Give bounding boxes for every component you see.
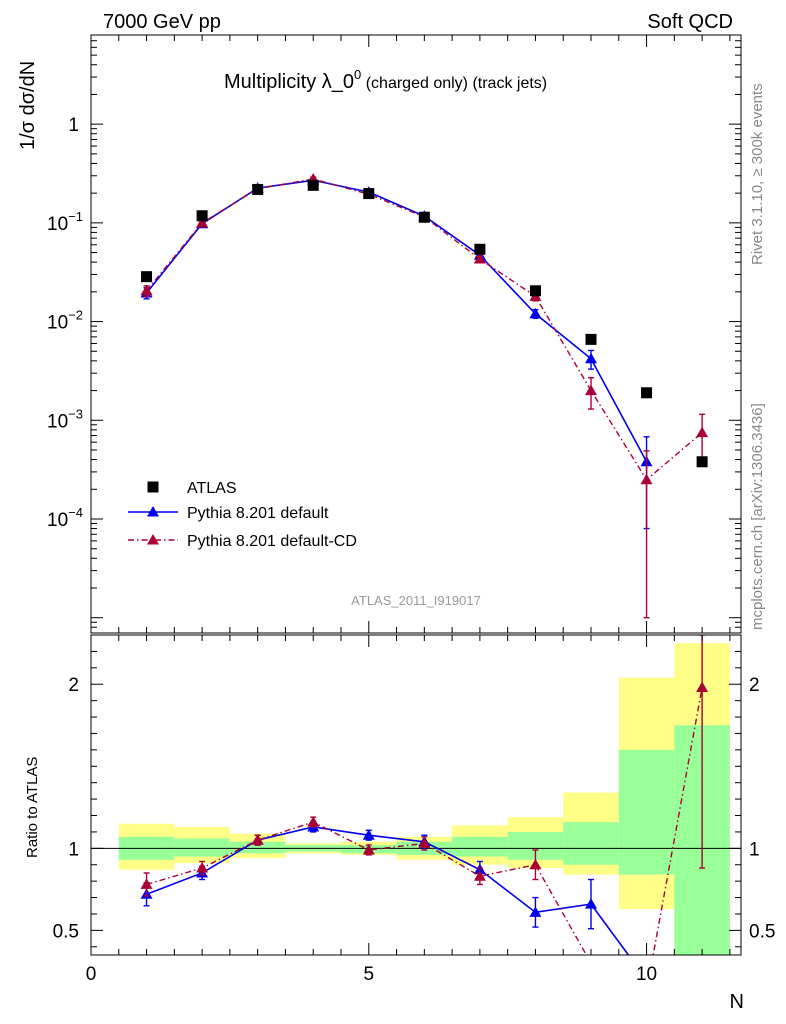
ratio-point-default	[529, 906, 542, 917]
band-inner	[174, 838, 230, 857]
series-default-cd-line	[146, 178, 703, 481]
header-right: Soft QCD	[647, 11, 733, 33]
band-inner	[452, 836, 508, 857]
ratio-point-default	[585, 898, 597, 909]
legend-marker-default	[147, 506, 159, 517]
ratio-panel: 0.5 0.5 1 1 2 2 0 5 10 Ratio to ATLAS N	[24, 634, 775, 1013]
legend-marker-atlas	[147, 481, 159, 493]
legend: ATLAS Pythia 8.201 default Pythia 8.201 de…	[128, 480, 357, 550]
ratio-point-default-cd	[307, 816, 320, 827]
ratio-ytick-label-right: 0.5	[749, 921, 775, 942]
main-ytick-label: 10−4	[47, 505, 83, 531]
series-default-line	[145, 179, 648, 463]
legend-label: Pythia 8.201 default	[187, 505, 329, 522]
ratio-default-cd-line	[146, 687, 703, 955]
main-title-extra: (charged only) (track jets)	[361, 75, 547, 92]
point-atlas	[418, 211, 430, 223]
point-atlas	[363, 188, 375, 200]
ratio-ytick-label: 1	[68, 839, 79, 860]
point-default-cd	[473, 253, 486, 264]
side-text-bottom: mcplots.cern.ch [arXiv:1306.3436]	[749, 403, 766, 630]
main-ylabel: 1/σ dσ/dN	[17, 61, 39, 150]
ratio-xtick-label: 5	[363, 964, 374, 985]
point-default	[529, 307, 542, 319]
ratio-ytick-label: 2	[68, 675, 79, 696]
side-text-top: Rivet 3.1.10, ≥ 300k events	[749, 83, 766, 265]
ratio-xtick-label: 0	[86, 964, 97, 985]
point-atlas	[252, 183, 264, 195]
legend-marker-default-cd	[147, 534, 159, 545]
point-default-cd	[196, 216, 209, 228]
point-default	[585, 352, 597, 364]
point-atlas	[529, 285, 541, 297]
point-default-cd	[696, 426, 709, 438]
ratio-point-default	[362, 829, 375, 840]
point-atlas	[585, 333, 597, 345]
band-inner	[618, 749, 675, 875]
point-atlas	[307, 179, 319, 191]
band-inner	[563, 822, 619, 865]
point-default-cd	[640, 473, 653, 485]
ratio-point-default-cd	[196, 862, 209, 873]
ratio-point-default-cd	[362, 843, 375, 855]
main-ytick-label: 1	[68, 115, 79, 136]
main-ytick-label: 10−3	[47, 406, 83, 432]
point-atlas	[474, 243, 486, 255]
legend-label: ATLAS	[187, 480, 237, 497]
ratio-ytick-label-right: 2	[749, 675, 760, 696]
band-inner	[229, 841, 286, 854]
main-panel: 1 10−1 10−2 10−3 10−4 Multiplicity λ_00 (cha…	[17, 34, 742, 634]
ratio-point-default-cd	[251, 834, 264, 845]
ratio-ytick-label: 0.5	[53, 921, 79, 942]
ratio-point-default-cd	[529, 858, 542, 870]
point-default-cd	[585, 384, 597, 396]
header-left: 7000 GeV pp	[103, 11, 221, 33]
ratio-point-default-cd	[140, 878, 153, 889]
main-title: Multiplicity λ_00 (charged only) (track …	[224, 67, 547, 93]
watermark: ATLAS_2011_I919017	[351, 593, 481, 608]
point-atlas	[696, 456, 708, 468]
point-atlas	[196, 210, 208, 222]
ratio-point-default-cd	[418, 837, 431, 848]
point-default-cd	[140, 284, 153, 296]
ratio-ylabel: Ratio to ATLAS	[24, 757, 41, 858]
main-ytick-label: 10−1	[47, 209, 83, 235]
ratio-xlabel: N	[730, 991, 744, 1013]
main-title-sup: 0	[354, 67, 361, 82]
main-title-text: Multiplicity λ_0	[224, 71, 354, 93]
ratio-ytick-label-right: 1	[749, 839, 760, 860]
main-frame	[90, 34, 742, 634]
legend-label: Pythia 8.201 default-CD	[187, 533, 357, 550]
main-ytick-label: 10−2	[47, 308, 83, 334]
ratio-series-group	[140, 635, 709, 955]
ratio-xtick-label: 10	[636, 964, 657, 985]
point-atlas	[641, 387, 653, 399]
ratio-point-default-cd	[696, 681, 709, 693]
ratio-default-line	[146, 826, 630, 955]
ratio-point-default-cd	[473, 870, 486, 881]
point-atlas	[141, 271, 153, 283]
ratio-frame	[90, 634, 742, 956]
